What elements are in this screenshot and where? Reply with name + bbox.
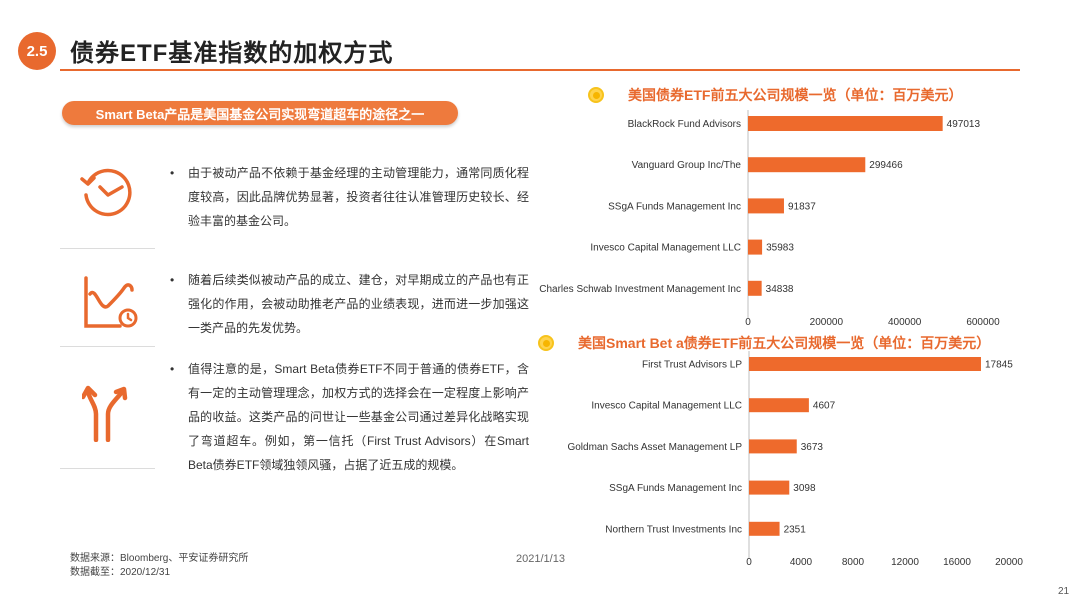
- page-title: 债券ETF基准指数的加权方式: [70, 40, 394, 67]
- data-label: 35983: [766, 243, 794, 254]
- chart-title: 美国Smart Bet a债券ETF前五大公司规模一览（单位：百万美元）: [578, 335, 991, 351]
- chart-title: 美国债券ETF前五大公司规模一览（单位：百万美元）: [628, 87, 963, 103]
- category-label: SSgA Funds Management Inc: [608, 201, 741, 212]
- category-label: First Trust Advisors LP: [642, 360, 742, 371]
- category-label: Northern Trust Investments Inc: [605, 524, 742, 535]
- tick-label: 8000: [842, 557, 865, 568]
- data-label: 34838: [766, 284, 794, 295]
- source-note: 数据来源：Bloomberg、平安证券研究所: [70, 553, 249, 564]
- data-label: 2351: [784, 524, 807, 535]
- clock-icon: [78, 163, 136, 221]
- data-label: 17845: [985, 360, 1013, 371]
- data-label: 91837: [788, 201, 816, 212]
- report-date: 2021/1/13: [516, 553, 565, 565]
- tick-label: 16000: [943, 557, 971, 568]
- category-label: Goldman Sachs Asset Management LP: [567, 442, 742, 453]
- separator: [60, 248, 155, 249]
- bar: [748, 116, 943, 131]
- bar: [749, 398, 809, 413]
- point-paragraph: • 由于被动产品不依赖于基金经理的主动管理能力，通常同质化程度较高，因此品牌优势显…: [170, 166, 529, 228]
- page-number: 21: [1058, 586, 1070, 597]
- category-label: Invesco Capital Management LLC: [590, 243, 741, 254]
- bar: [749, 480, 790, 495]
- subtitle-pill: Smart Beta产品是美国基金公司实现弯道超车的途径之一: [62, 101, 458, 125]
- tick-label: 0: [746, 557, 752, 568]
- tick-label: 4000: [790, 557, 813, 568]
- chart-title-bullet-icon: [538, 335, 554, 351]
- bar: [748, 198, 784, 214]
- bar: [749, 439, 797, 454]
- tick-label: 20000: [995, 557, 1023, 568]
- bar-chart-bond-etf: BlackRock Fund Advisors 497013 Vanguard Gr…: [539, 110, 1000, 328]
- data-label: 497013: [947, 119, 981, 130]
- bar: [748, 239, 763, 255]
- category-label: BlackRock Fund Advisors: [628, 119, 741, 130]
- tick-label: 200000: [810, 317, 844, 328]
- section-number-badge: 2.5: [18, 32, 56, 70]
- bar: [748, 280, 762, 296]
- data-label: 299466: [869, 160, 903, 171]
- tick-label: 400000: [888, 317, 922, 328]
- category-label: SSgA Funds Management Inc: [609, 483, 742, 494]
- diverging-arrows-icon: [82, 384, 132, 442]
- data-label: 4607: [813, 401, 836, 412]
- line-chart-timer-icon: [80, 272, 140, 332]
- bar: [749, 357, 981, 371]
- point-paragraph: • 随着后续类似被动产品的成立、建仓，对早期成立的产品也有正强化的作用，会被动助推…: [170, 273, 529, 335]
- separator: [60, 346, 155, 347]
- tick-label: 0: [745, 317, 751, 328]
- separator: [60, 468, 155, 469]
- cutoff-note: 数据截至：2020/12/31: [70, 567, 171, 578]
- category-label: Invesco Capital Management LLC: [591, 401, 742, 412]
- bar: [749, 521, 780, 536]
- point-paragraph: • 值得注意的是，Smart Beta债券ETF不同于普通的债券ETF，含有一定的…: [170, 362, 529, 472]
- bar: [748, 157, 866, 173]
- data-label: 3673: [801, 442, 824, 453]
- bar-chart-smart-beta-etf: First Trust Advisors LP 17845 Invesco Capi…: [567, 351, 1023, 568]
- tick-label: 600000: [966, 317, 1000, 328]
- data-label: 3098: [793, 483, 816, 494]
- title-divider: [60, 69, 1020, 71]
- category-label: Vanguard Group Inc/The: [632, 160, 742, 171]
- chart-title-bullet-icon: [588, 87, 604, 103]
- category-label: Charles Schwab Investment Management Inc: [539, 284, 741, 295]
- tick-label: 12000: [891, 557, 919, 568]
